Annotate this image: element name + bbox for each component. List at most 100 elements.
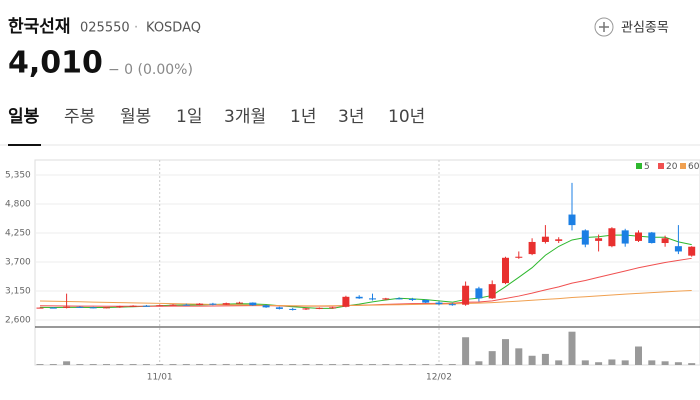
separator: · bbox=[134, 21, 138, 36]
volume-bar bbox=[36, 364, 44, 365]
ma-line bbox=[39, 234, 692, 309]
volume-bar bbox=[329, 364, 337, 365]
change: − 0 (0.00%) bbox=[108, 62, 193, 78]
candle-body bbox=[555, 239, 563, 241]
candle-body bbox=[49, 307, 57, 309]
candle-body bbox=[262, 305, 270, 308]
volume-bar bbox=[89, 364, 97, 365]
volume-bar bbox=[156, 364, 164, 365]
tab[interactable]: 일봉 bbox=[8, 107, 40, 127]
tab[interactable]: 1일 bbox=[176, 107, 202, 127]
volume-bar bbox=[541, 353, 549, 365]
candle-body bbox=[302, 308, 310, 310]
candle-body bbox=[528, 241, 536, 255]
volume-bar bbox=[315, 364, 323, 365]
volume-bar bbox=[462, 337, 470, 365]
y-tick-label: 5,350 bbox=[5, 171, 31, 181]
candle-body bbox=[63, 306, 71, 308]
candle-body bbox=[448, 304, 456, 306]
volume-bar bbox=[435, 364, 443, 365]
y-tick-label: 4,800 bbox=[5, 200, 31, 210]
legend-label: 20 bbox=[666, 162, 678, 172]
candle-body bbox=[661, 238, 669, 244]
candle-body bbox=[196, 303, 204, 305]
ma-line bbox=[39, 257, 692, 307]
tab[interactable]: 1년 bbox=[290, 107, 316, 127]
volume-bar bbox=[369, 364, 376, 365]
volume-bar bbox=[408, 364, 416, 365]
volume-bar bbox=[196, 364, 204, 365]
volume-bar bbox=[63, 361, 71, 365]
candle-body bbox=[688, 246, 696, 256]
volume-bar bbox=[635, 346, 642, 365]
candle-body bbox=[182, 304, 190, 306]
volume-bar bbox=[302, 364, 310, 365]
candle-body bbox=[236, 302, 243, 304]
x-tick-label: 12/02 bbox=[426, 373, 452, 383]
candle-body bbox=[342, 296, 350, 307]
candle-body bbox=[395, 298, 403, 300]
volume-bar bbox=[488, 351, 496, 365]
volume-bar bbox=[621, 360, 629, 365]
candle-body bbox=[515, 256, 523, 258]
legend-swatch bbox=[636, 163, 642, 169]
volume-bar bbox=[116, 364, 124, 365]
volume-bar bbox=[249, 364, 257, 365]
candle-body bbox=[169, 304, 177, 306]
ma-line bbox=[39, 289, 692, 307]
candle-body bbox=[435, 302, 443, 305]
plus-sign bbox=[599, 22, 609, 32]
legend-label: 5 bbox=[644, 162, 650, 172]
candle-body bbox=[581, 230, 589, 245]
plus-icon bbox=[594, 17, 614, 37]
volume-bar bbox=[422, 364, 430, 365]
volume-bar bbox=[581, 360, 589, 365]
x-tick-label: 11/01 bbox=[147, 373, 173, 383]
tab[interactable]: 3년 bbox=[338, 107, 364, 127]
watch-label: 관심종목 bbox=[621, 21, 669, 36]
candle-body bbox=[249, 302, 257, 306]
volume-bar bbox=[76, 364, 84, 365]
volume-bar bbox=[209, 364, 217, 365]
volume-bar bbox=[382, 364, 390, 365]
candle-body bbox=[209, 303, 217, 305]
candle-body bbox=[222, 303, 230, 305]
candle-body bbox=[608, 228, 616, 247]
candle-body bbox=[595, 238, 603, 241]
volume-bar bbox=[355, 364, 363, 365]
y-tick-label: 3,150 bbox=[5, 287, 31, 297]
candle-body bbox=[129, 305, 137, 307]
tab[interactable]: 월봉 bbox=[120, 107, 151, 127]
legend-swatch bbox=[658, 163, 664, 169]
candle-body bbox=[621, 230, 629, 244]
candle-body bbox=[76, 306, 84, 308]
tab[interactable]: 10년 bbox=[388, 107, 425, 127]
y-tick-label: 2,600 bbox=[5, 316, 31, 326]
volume-bar bbox=[608, 359, 616, 365]
volume-bar bbox=[103, 364, 110, 365]
y-tick-label: 3,700 bbox=[5, 258, 31, 268]
volume-bar bbox=[674, 362, 682, 365]
volume-bar bbox=[475, 361, 483, 365]
candle-body bbox=[116, 306, 124, 308]
volume-bar bbox=[182, 364, 190, 365]
candle-body bbox=[422, 299, 430, 303]
y-tick-label: 4,250 bbox=[5, 229, 31, 239]
legend-swatch bbox=[680, 163, 686, 169]
volume-bar bbox=[595, 362, 603, 365]
volume-bar bbox=[568, 331, 576, 365]
candle-body bbox=[635, 232, 642, 241]
volume-bar bbox=[395, 364, 403, 365]
volume-bar bbox=[275, 364, 283, 365]
volume-bar bbox=[648, 360, 656, 365]
volume-bar bbox=[448, 364, 456, 365]
watch-button[interactable]: 관심종목 bbox=[594, 17, 669, 37]
volume-bar bbox=[688, 363, 696, 365]
volume-bar bbox=[169, 364, 177, 365]
volume-bar bbox=[222, 364, 230, 365]
tab[interactable]: 3개월 bbox=[224, 107, 266, 127]
legend-label: 60 bbox=[688, 162, 700, 172]
tab[interactable]: 주봉 bbox=[64, 107, 95, 127]
candle-body bbox=[156, 305, 164, 307]
